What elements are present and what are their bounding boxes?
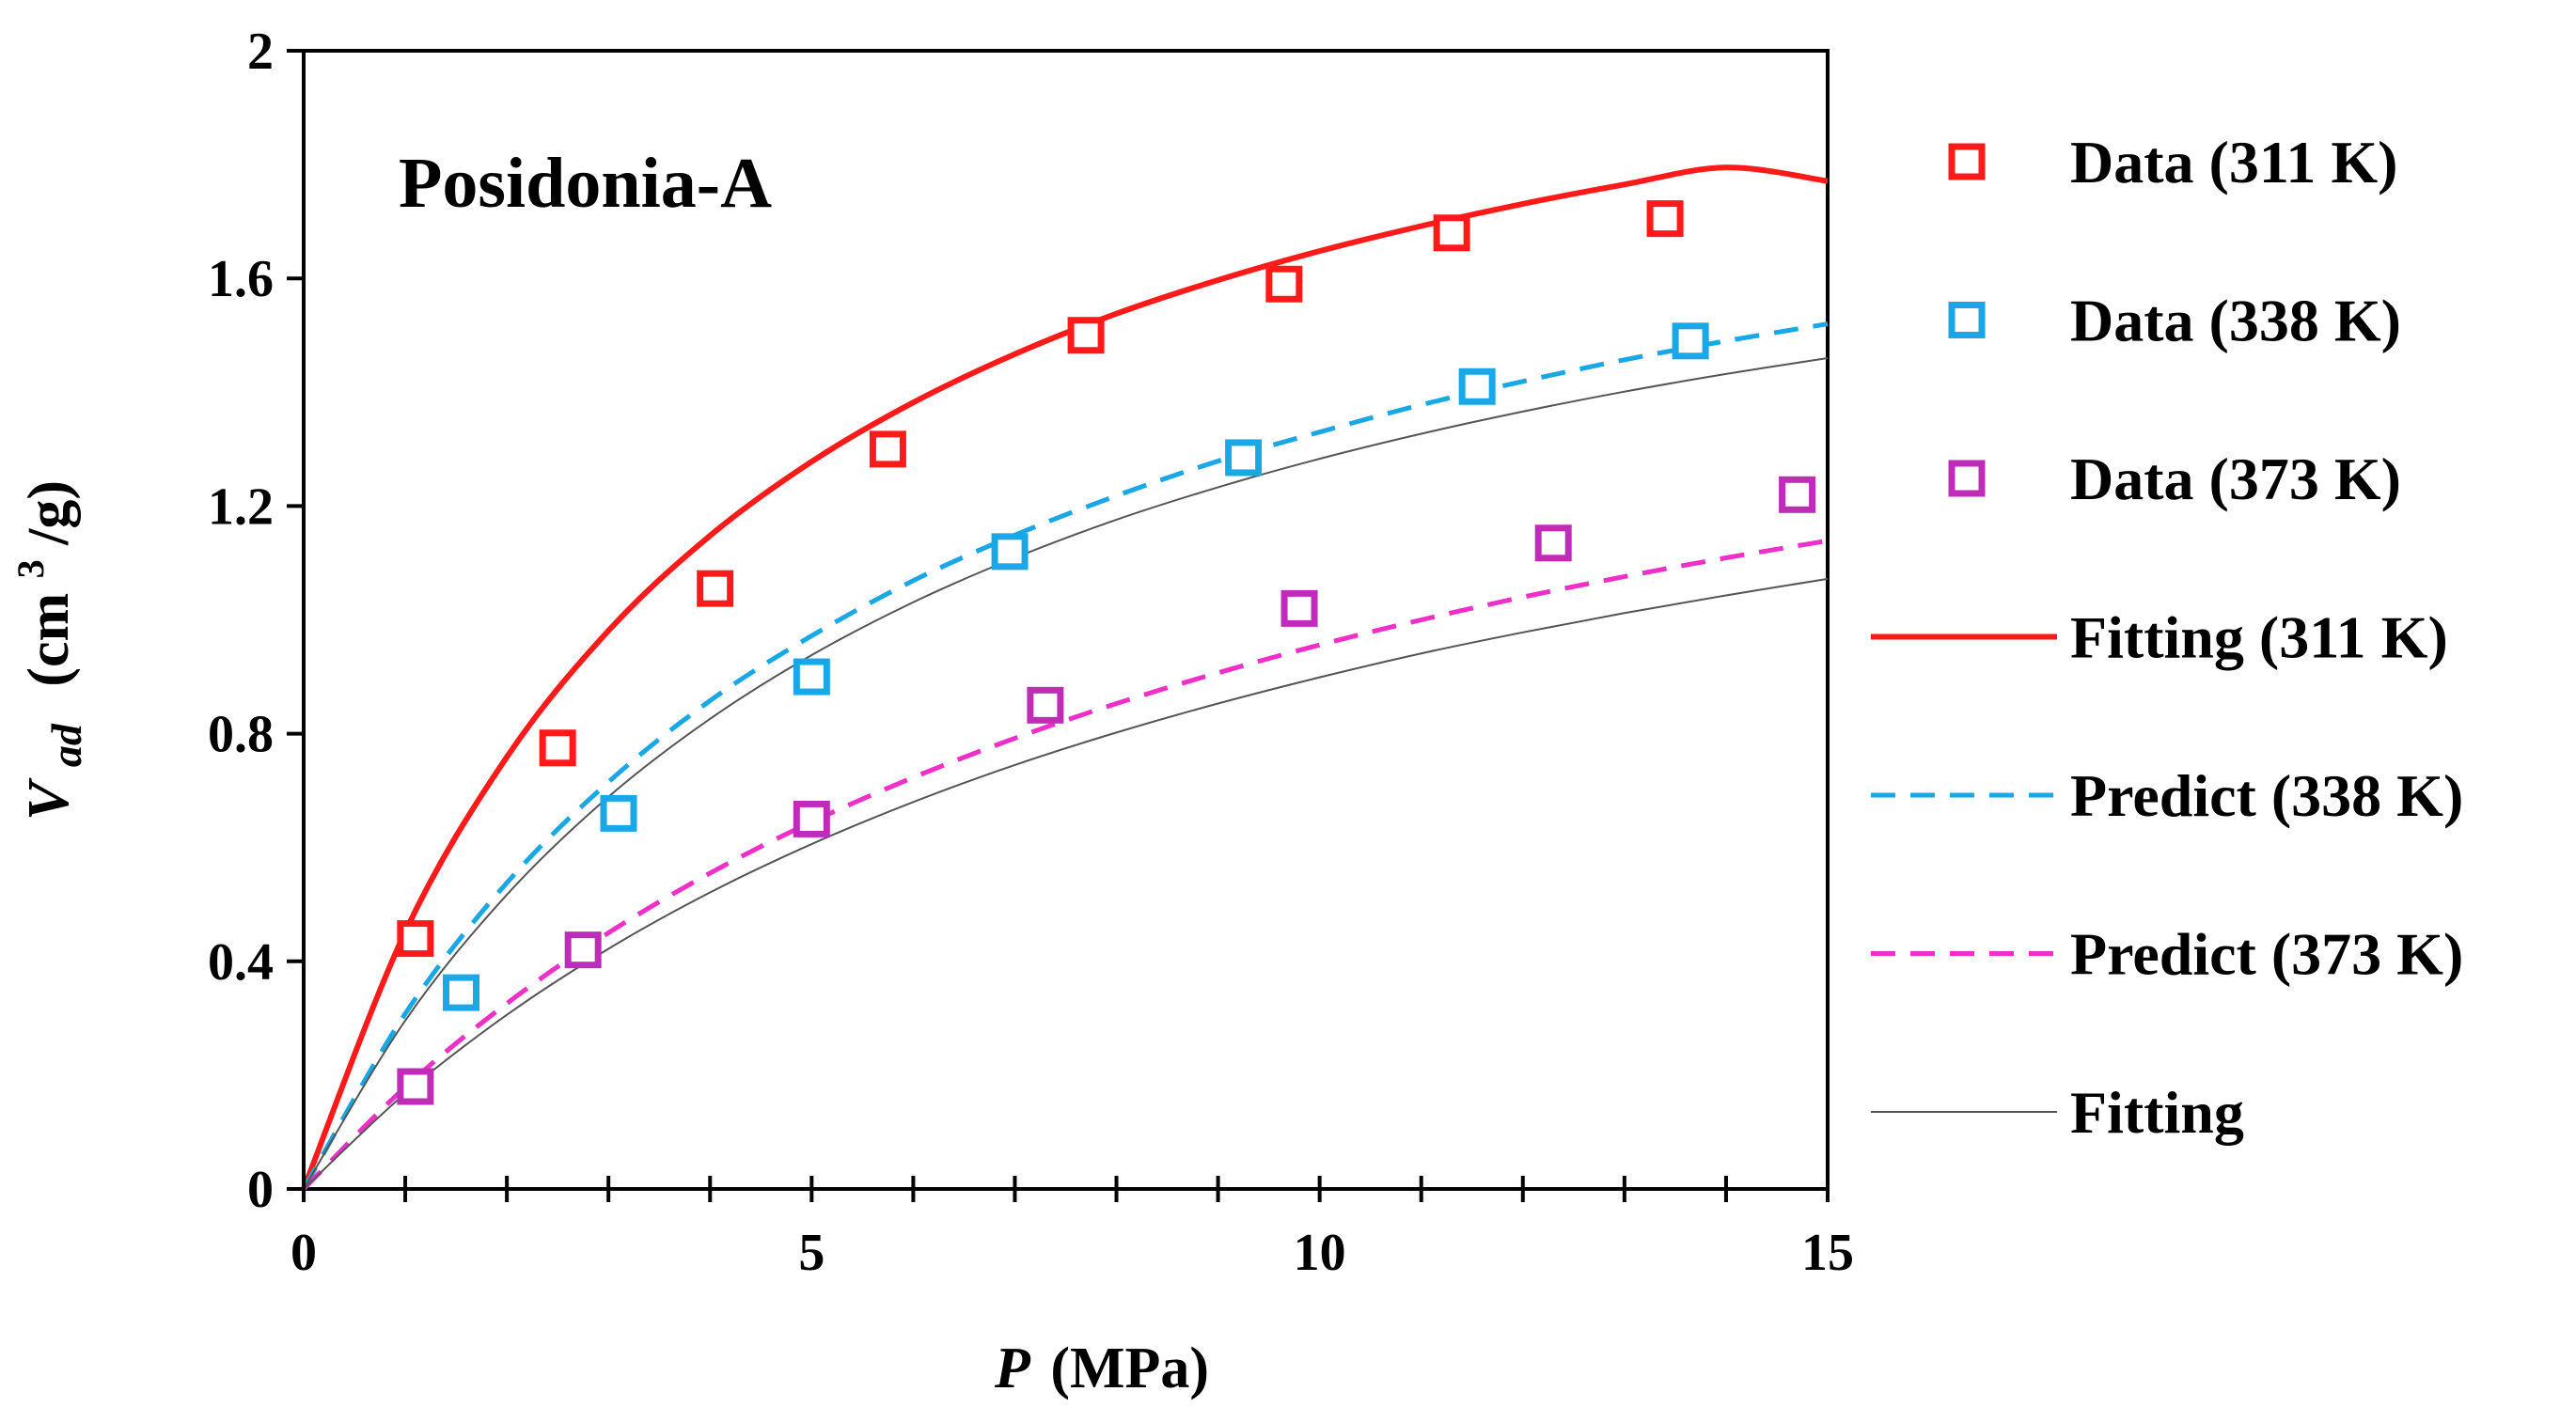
x-tick-label: 5 [798,1224,825,1282]
legend-label-data-373-k: Data (373 K) [2070,446,2401,512]
legend-label-data-311-k: Data (311 K) [2070,129,2397,195]
legend-label-predict-373-k: Predict (373 K) [2070,921,2463,988]
legend-label-predict-338-k: Predict (338 K) [2070,762,2463,829]
x-tick-label: 10 [1294,1224,1346,1282]
legend-marker-data-373-k [1948,460,1986,497]
plot-area [302,49,1830,1191]
series-line-fitting-311-k [301,164,1829,1191]
y-tick-label: 2 [247,23,274,81]
series-line-fitting [303,356,1829,1190]
data-point-data-373-k [1280,589,1318,627]
data-point-data-311-k [397,920,434,958]
data-point-data-311-k [869,430,906,468]
series-line-predict-373-k [302,538,1829,1191]
data-point-data-338-k [1672,322,1709,360]
legend-marker-data-311-k [1948,143,1986,180]
data-point-data-338-k [1458,367,1496,405]
data-point-data-311-k [1433,214,1470,252]
y-axis-unit-sup: 3 [9,559,52,578]
legend-marker-data-338-k [1948,302,1986,338]
legend-label-fitting: Fitting [2070,1079,2244,1146]
data-point-data-338-k [991,533,1029,571]
plot-frame [302,49,1830,1191]
y-axis-subscript: ad [42,723,90,767]
y-axis-unit-pre: (cm [17,593,81,687]
data-point-data-338-k [793,658,830,696]
data-point-data-311-k [697,570,734,607]
y-tick-label: 1.6 [208,250,274,308]
y-tick-label: 1.2 [208,477,274,536]
y-tick-label: 0.4 [208,933,274,992]
data-point-data-373-k [564,931,602,969]
series-line-predict-338-k [301,321,1829,1191]
data-point-data-338-k [443,974,480,1011]
y-axis-title: V ad (cm 3 /g) [0,480,94,821]
y-tick-label: 0.8 [208,706,274,764]
axes: 0 0.4 0.8 1.2 1.6 2 0 5 10 15 [208,23,1854,1282]
data-point-data-338-k [1225,439,1263,477]
x-axis-unit: (MPa) [1050,1337,1209,1400]
data-point-data-311-k [539,729,576,767]
data-point-data-311-k [1067,317,1105,354]
data-point-data-373-k [1027,686,1064,724]
series-lines [301,164,1829,1191]
legend-label-fitting-311-k: Fitting (311 K) [2070,604,2448,671]
series-markers [397,200,1816,1105]
legend: Data (311 K) Data (338 K) Data (373 K) Fitt… [1871,129,2463,1146]
chart-annotation: Posidonia-A [399,144,772,223]
series-line-fitting [303,577,1829,1190]
y-tick-label: 0 [247,1161,274,1219]
data-point-data-373-k [397,1068,434,1105]
x-axis-title: P (MPa) [994,1337,1209,1400]
data-point-data-311-k [1265,265,1303,303]
y-axis-unit-post: /g) [17,480,81,546]
legend-label-data-338-k: Data (338 K) [2070,288,2401,354]
data-point-data-373-k [1534,524,1572,562]
y-axis-symbol: V [17,777,81,821]
x-tick-label: 0 [291,1224,317,1282]
x-axis-symbol: P [994,1337,1031,1400]
data-point-data-373-k [793,800,830,837]
data-point-data-373-k [1779,476,1816,513]
data-point-data-338-k [600,794,637,832]
data-point-data-311-k [1646,200,1684,238]
x-tick-label: 15 [1801,1224,1854,1282]
